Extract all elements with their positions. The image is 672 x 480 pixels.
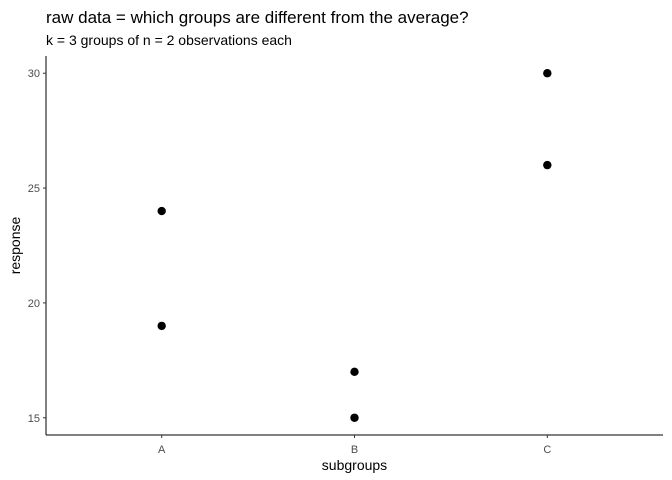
- data-point: [350, 367, 359, 377]
- y-tick-label: 15: [28, 413, 40, 425]
- x-tick-label: C: [543, 444, 551, 456]
- data-point: [350, 413, 359, 422]
- plot-area: [157, 69, 552, 422]
- data-point: [157, 321, 166, 331]
- y-axis-title: response: [7, 216, 23, 274]
- x-tick-label: A: [158, 444, 166, 456]
- chart-subtitle: k = 3 groups of n = 2 observations each: [46, 32, 292, 48]
- x-axis-title: subgroups: [322, 457, 387, 473]
- chart-title: raw data = which groups are different fr…: [46, 8, 469, 27]
- y-tick-label: 20: [28, 298, 40, 310]
- y-tick-label: 30: [28, 68, 40, 80]
- data-point: [543, 160, 552, 170]
- data-point: [157, 206, 166, 216]
- y-axis-ticks: 15 20 25 30: [28, 68, 46, 425]
- data-point: [543, 69, 552, 78]
- x-tick-label: B: [351, 444, 358, 456]
- x-axis-ticks: A B C: [158, 435, 551, 456]
- y-tick-label: 25: [28, 183, 40, 195]
